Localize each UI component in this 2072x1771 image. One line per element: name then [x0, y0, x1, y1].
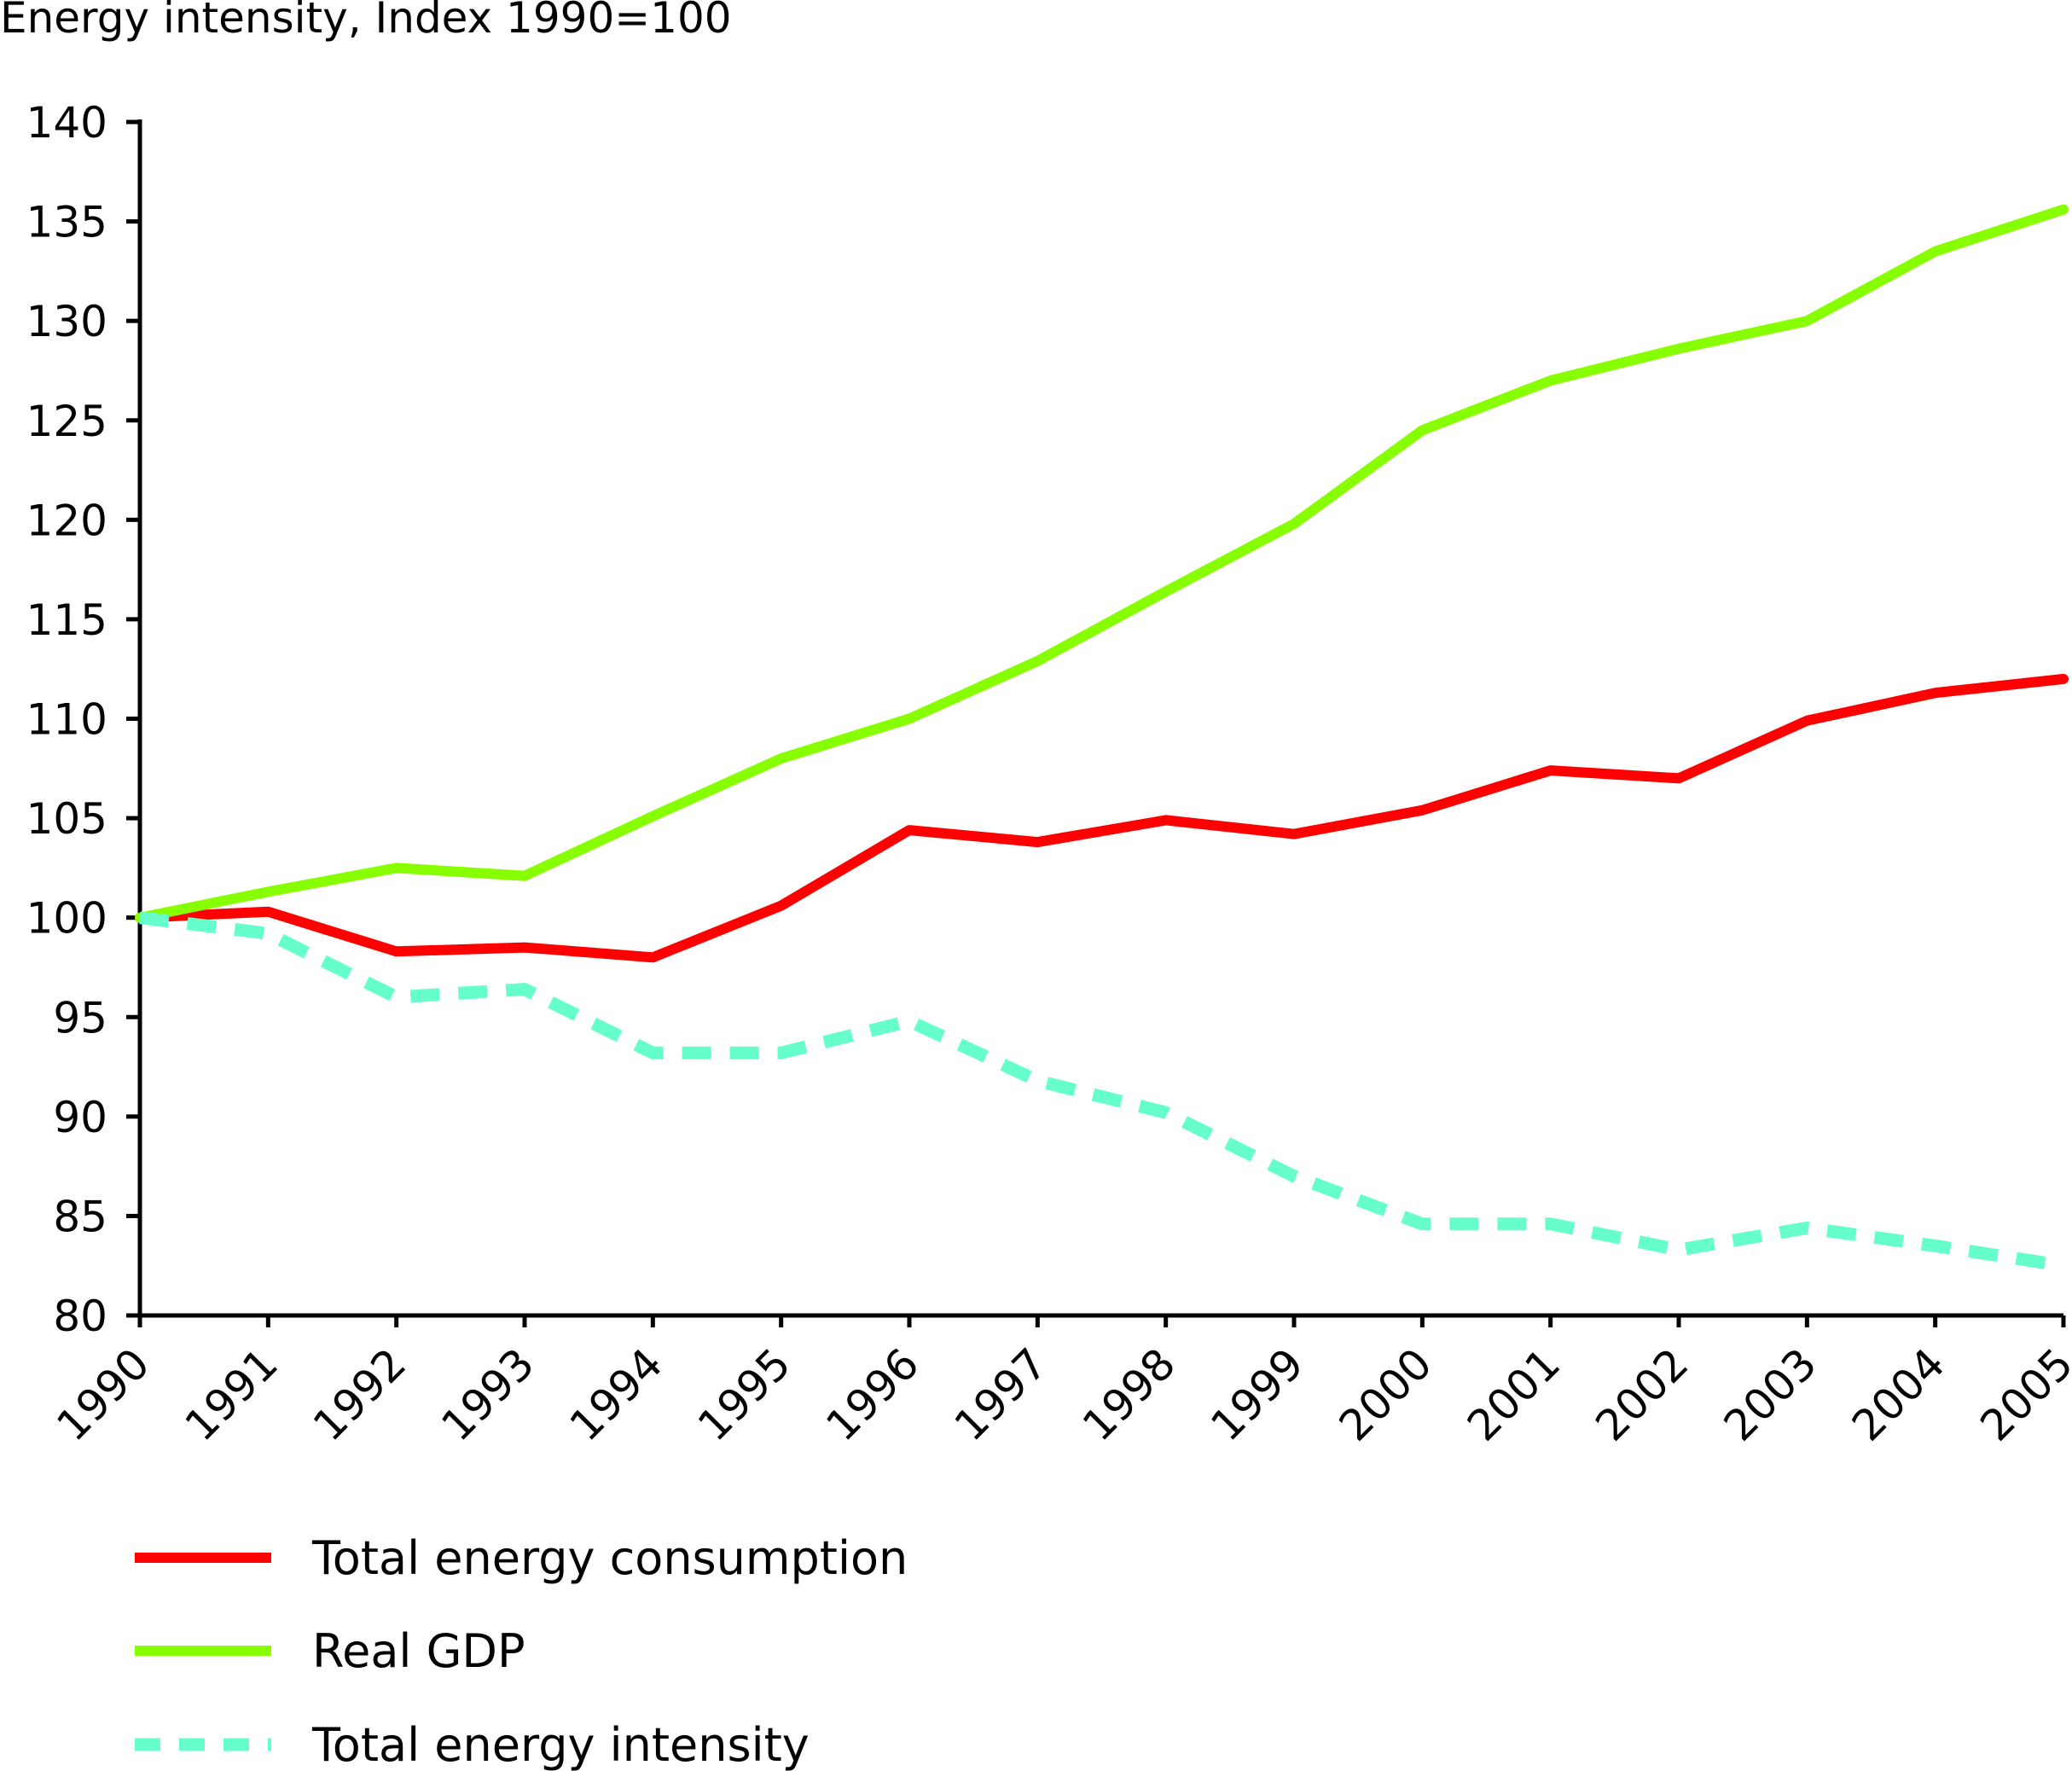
y-tick-label: 80 — [53, 1292, 107, 1341]
x-axis-ticks: 1990 1991 1992 1993 1994 1995 1996 1997 1998 1999… — [47, 1315, 2072, 1450]
y-tick-label: 85 — [53, 1192, 107, 1241]
x-tick-label: 1999 — [1201, 1338, 1313, 1450]
y-tick-label: 125 — [26, 397, 107, 446]
y-tick-label: 140 — [26, 98, 107, 148]
series-line-real-gdp — [135, 204, 2069, 923]
x-tick-label: 1996 — [816, 1338, 928, 1450]
x-tick-label: 1994 — [560, 1338, 672, 1450]
legend-label-real-gdp: Real GDP — [312, 1624, 525, 1678]
y-tick-label: 95 — [53, 993, 107, 1042]
x-tick-label: 2002 — [1586, 1338, 1698, 1450]
legend-label-total-energy-consumption: Total energy consumption — [311, 1531, 908, 1585]
y-tick-label: 120 — [26, 496, 107, 545]
x-tick-label: 1998 — [1073, 1338, 1185, 1450]
x-tick-label: 1997 — [945, 1338, 1057, 1450]
x-tick-label: 2003 — [1715, 1338, 1826, 1450]
y-tick-label: 90 — [53, 1093, 107, 1142]
x-tick-label: 1991 — [176, 1338, 287, 1450]
y-tick-label: 105 — [26, 794, 107, 844]
y-tick-label: 135 — [26, 198, 107, 247]
x-tick-label: 1993 — [432, 1338, 543, 1450]
x-tick-label: 2005 — [1970, 1338, 2072, 1450]
x-tick-label: 2000 — [1330, 1338, 1442, 1450]
series-lines — [135, 204, 2069, 1273]
x-tick-label: 1992 — [304, 1338, 415, 1450]
y-axis-ticks: 80 85 90 95 100 105 110 115 120 125 130 135 140 — [26, 98, 140, 1341]
legend-label-total-energy-intensity: Total energy intensity — [311, 1718, 810, 1771]
x-tick-label: 2001 — [1458, 1338, 1570, 1450]
chart-title: Energy intensity, Index 1990=100 — [0, 0, 732, 43]
x-tick-label: 1990 — [47, 1338, 159, 1450]
series-line-total-energy-consumption — [135, 673, 2069, 963]
y-tick-label: 115 — [26, 595, 107, 645]
x-tick-label: 2004 — [1843, 1338, 1954, 1450]
axes — [137, 119, 2063, 1318]
legend: Total energy consumption Real GDP Total en… — [135, 1531, 908, 1771]
y-tick-label: 110 — [26, 695, 107, 745]
series-line-total-energy-intensity — [139, 911, 2065, 1273]
x-tick-label: 1995 — [688, 1338, 800, 1450]
y-tick-label: 100 — [26, 894, 107, 944]
y-tick-label: 130 — [26, 297, 107, 346]
